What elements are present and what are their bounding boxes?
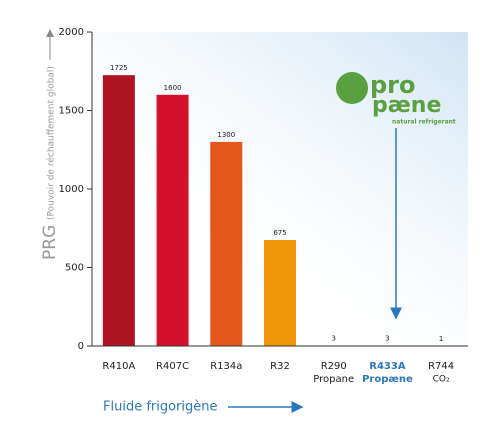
logo-part1: pro	[370, 71, 416, 99]
bar	[264, 240, 296, 346]
logo: pro pæne natural refrigerant	[336, 71, 456, 126]
logo-part2: pæne	[372, 93, 441, 118]
bar	[102, 75, 135, 347]
value-label: 3	[331, 335, 335, 343]
x-label: Fluide frigorigène	[103, 400, 218, 415]
x-tick-label: R433A	[369, 361, 406, 372]
y-tick-label: 2000	[59, 27, 84, 38]
y-label-sub: (Pouvoir de réchauffement global)	[46, 66, 57, 220]
value-label: 1	[439, 335, 443, 343]
y-label-main: PRG	[40, 225, 60, 260]
value-label: 675	[273, 229, 286, 237]
x-tick-label: R134a	[210, 361, 242, 372]
y-tick-label: 500	[65, 263, 84, 274]
bar	[156, 94, 189, 346]
x-tick-label: CO₂	[433, 375, 450, 385]
y-tick-label: 0	[78, 341, 84, 352]
value-label: 1600	[164, 84, 182, 92]
value-label: 3	[385, 335, 389, 343]
x-tick-label: R410A	[102, 361, 135, 372]
x-tick-label: Propane	[313, 374, 354, 385]
y-tick-label: 1000	[59, 184, 84, 195]
bar	[210, 141, 243, 346]
value-label: 1300	[217, 131, 235, 139]
y-tick-label: 1500	[59, 106, 84, 117]
value-label: 1725	[110, 64, 128, 72]
x-tick-label: Propæne	[362, 374, 413, 385]
x-tick-label: R407C	[156, 361, 189, 372]
logo-tagline: natural refrigerant	[392, 119, 456, 126]
x-tick-label: R32	[270, 361, 290, 372]
x-tick-label: R290	[321, 361, 347, 372]
x-tick-label: R744	[428, 361, 454, 372]
